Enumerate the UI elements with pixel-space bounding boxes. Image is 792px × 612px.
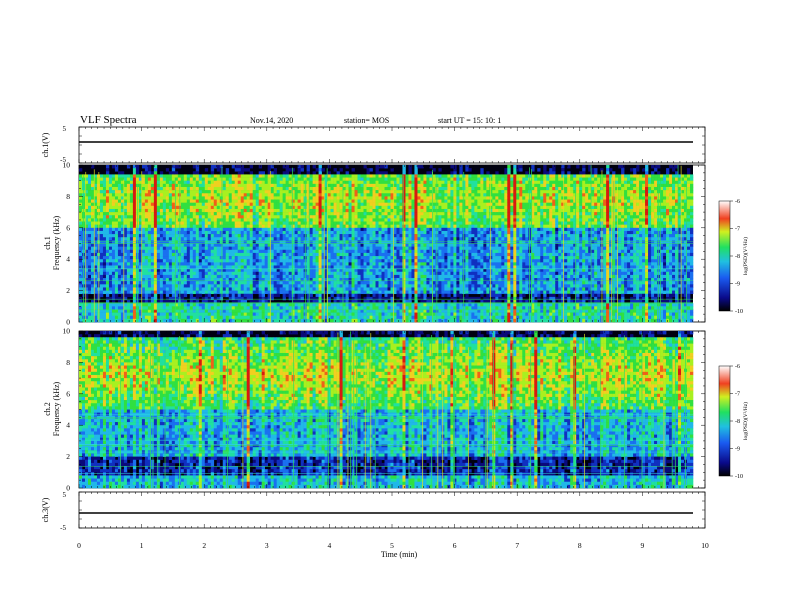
ch1-ytick-5: 5 xyxy=(63,125,67,133)
ch1-colorbar: -6 -7 -8 -9 -10 log(PSD)(V²/Hz) xyxy=(718,199,749,315)
colorbar-tick-label: -8 xyxy=(735,254,740,260)
y-tick-label: 10 xyxy=(63,161,71,170)
y-tick-label: 4 xyxy=(66,255,70,264)
colorbar-tick-label: -8 xyxy=(735,419,740,425)
y-tick-label: 2 xyxy=(66,452,70,461)
colorbar-tick-label: -6 xyxy=(735,364,740,370)
ch2-colorbar: -6 -7 -8 -9 -10 log(PSD)(V²/Hz) xyxy=(718,364,749,480)
x-tick-label: 0 xyxy=(77,541,81,550)
x-tick-label: 3 xyxy=(265,541,269,550)
header-station: station= MOS xyxy=(344,116,389,125)
ch2-spectrogram-panel: 0 2 4 6 8 10 ch.2 Frequency (kHz) xyxy=(43,327,706,493)
ch2-spectrogram-label-channel: ch.2 xyxy=(43,402,52,416)
ch2-spectrogram-ylabel: Frequency (kHz) xyxy=(52,381,61,436)
header-date: Nov.14, 2020 xyxy=(250,116,293,125)
x-tick-label: 7 xyxy=(515,541,519,550)
colorbar-tick-label: -7 xyxy=(735,392,740,398)
y-tick-label: 0 xyxy=(66,484,70,493)
colorbar-tick-label: -10 xyxy=(735,309,743,315)
ch3-ytick-minus5: -5 xyxy=(60,524,66,532)
y-tick-label: 6 xyxy=(66,389,70,398)
ch3-ytick-5: 5 xyxy=(63,491,67,499)
y-tick-label: 0 xyxy=(66,318,70,327)
colorbar-tick-label: -9 xyxy=(735,447,740,453)
ch1-waveform-ylabel: ch.1(V) xyxy=(41,132,50,157)
y-tick-label: 10 xyxy=(63,327,71,336)
colorbar-tick-label: -6 xyxy=(735,199,740,205)
ch1-waveform-panel: 5 -5 ch.1(V) xyxy=(41,125,706,164)
x-tick-label: 1 xyxy=(140,541,144,550)
x-axis-label: Time (min) xyxy=(381,550,418,559)
y-tick-label: 8 xyxy=(66,192,70,201)
ch1-spectrogram-label-channel: ch.1 xyxy=(43,236,52,250)
x-tick-label: 10 xyxy=(701,541,709,550)
ch1-colorbar-label: log(PSD)(V²/Hz) xyxy=(742,237,749,275)
colorbar-tick-label: -9 xyxy=(735,282,740,288)
ch1-spectrogram-ylabel: Frequency (kHz) xyxy=(52,215,61,270)
y-tick-label: 6 xyxy=(66,223,70,232)
x-tick-label: 4 xyxy=(328,541,332,550)
x-tick-label: 6 xyxy=(453,541,457,550)
y-tick-label: 4 xyxy=(66,421,70,430)
y-tick-label: 2 xyxy=(66,286,70,295)
y-tick-label: 8 xyxy=(66,358,70,367)
x-tick-label: 8 xyxy=(578,541,582,550)
colorbar-tick-label: -10 xyxy=(735,474,743,480)
x-tick-label: 9 xyxy=(641,541,645,550)
x-tick-label: 2 xyxy=(202,541,206,550)
ch3-waveform-ylabel: ch.3(V) xyxy=(41,497,50,522)
colorbar-tick-label: -7 xyxy=(735,227,740,233)
x-tick-label: 5 xyxy=(390,541,394,550)
header-start-time: start UT = 15: 10: 1 xyxy=(438,116,501,125)
ch2-colorbar-label: log(PSD)(V²/Hz) xyxy=(742,402,749,440)
ch1-ytick-minus5: -5 xyxy=(60,156,66,164)
figure-title: VLF Spectra xyxy=(80,114,137,126)
ch3-waveform-panel: 5 -5 ch.3(V) xyxy=(41,491,706,532)
ch1-spectrogram-panel: 0 2 4 6 8 10 ch.1 Frequency (kHz) xyxy=(43,161,706,327)
